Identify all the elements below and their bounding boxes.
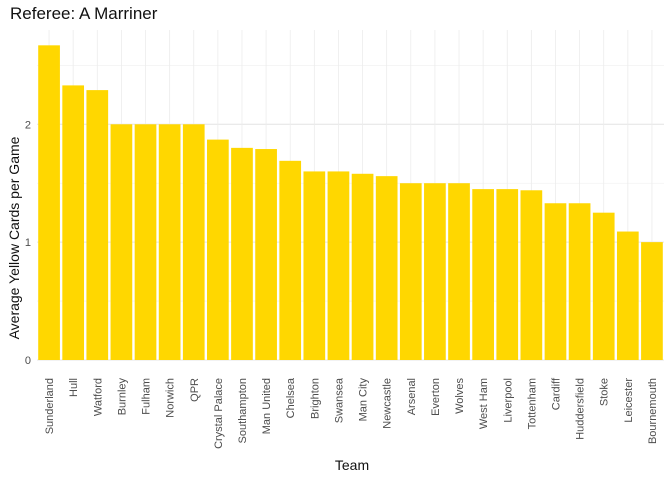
- y-tick-label: 1: [25, 237, 31, 249]
- bar-brighton: [303, 171, 326, 360]
- bar-sunderland: [38, 45, 60, 360]
- bar-burnley: [110, 124, 133, 361]
- x-tick-label: QPR: [189, 378, 201, 402]
- bar-arsenal: [399, 183, 422, 360]
- x-tick-label: West Ham: [478, 378, 490, 429]
- bar-hull: [62, 85, 85, 361]
- bar-leicester: [616, 231, 639, 360]
- bar-west-ham: [472, 189, 494, 360]
- x-tick-label: Fulham: [141, 378, 153, 415]
- x-tick-label: Newcastle: [382, 378, 394, 429]
- bars: [38, 45, 663, 361]
- x-axis-title: Team: [335, 457, 369, 473]
- x-tick-label: Hull: [68, 378, 80, 397]
- y-axis-ticks: 0 1 2: [25, 119, 31, 367]
- x-tick-label: Leicester: [623, 378, 635, 423]
- bar-everton: [424, 183, 446, 360]
- bar-liverpool: [496, 189, 519, 360]
- chart-title: Referee: A Marriner: [10, 4, 158, 23]
- x-tick-label: Man City: [358, 378, 370, 422]
- bar-wolves: [448, 183, 470, 360]
- bar-stoke: [592, 212, 615, 360]
- x-tick-label: Everton: [430, 378, 442, 416]
- bar-crystal-palace: [207, 139, 229, 360]
- bar-tottenham: [520, 190, 543, 360]
- bar-cardiff: [544, 203, 567, 360]
- y-tick-label: 2: [25, 119, 31, 131]
- bar-newcastle: [375, 176, 398, 360]
- y-tick-label: 0: [25, 355, 31, 367]
- bar-qpr: [182, 124, 205, 361]
- x-tick-label: Bournemouth: [647, 378, 659, 444]
- bar-chelsea: [279, 160, 302, 360]
- x-tick-label: Stoke: [599, 378, 611, 406]
- x-tick-label: Cardiff: [550, 377, 562, 410]
- bar-bournemouth: [641, 242, 663, 360]
- x-tick-label: Southampton: [237, 378, 249, 443]
- bar-man-united: [255, 149, 277, 360]
- x-tick-label: Man United: [261, 378, 273, 434]
- bar-swansea: [327, 171, 350, 360]
- x-tick-label: Brighton: [309, 378, 321, 419]
- bar-norwich: [158, 124, 181, 361]
- x-tick-label: Burnley: [116, 378, 128, 416]
- x-axis-ticks: Sunderland Hull Watford Burnley Fulham Norwic…: [44, 377, 659, 449]
- x-tick-label: Crystal Palace: [213, 378, 225, 449]
- x-tick-label: Sunderland: [44, 378, 56, 434]
- x-tick-label: Liverpool: [502, 378, 514, 423]
- bar-huddersfield: [568, 203, 591, 360]
- y-axis-title: Average Yellow Cards per Game: [6, 136, 22, 339]
- bar-man-city: [351, 173, 374, 360]
- x-tick-label: Norwich: [165, 378, 177, 418]
- x-tick-label: Arsenal: [406, 378, 418, 415]
- x-tick-label: Tottenham: [526, 378, 538, 429]
- x-tick-label: Watford: [92, 378, 104, 416]
- x-tick-label: Wolves: [454, 378, 466, 414]
- x-tick-label: Swansea: [333, 377, 345, 423]
- bar-southampton: [231, 147, 253, 360]
- bar-watford: [86, 90, 109, 360]
- x-tick-label: Chelsea: [285, 377, 297, 418]
- bar-fulham: [134, 124, 157, 361]
- x-tick-label: Huddersfield: [575, 378, 587, 440]
